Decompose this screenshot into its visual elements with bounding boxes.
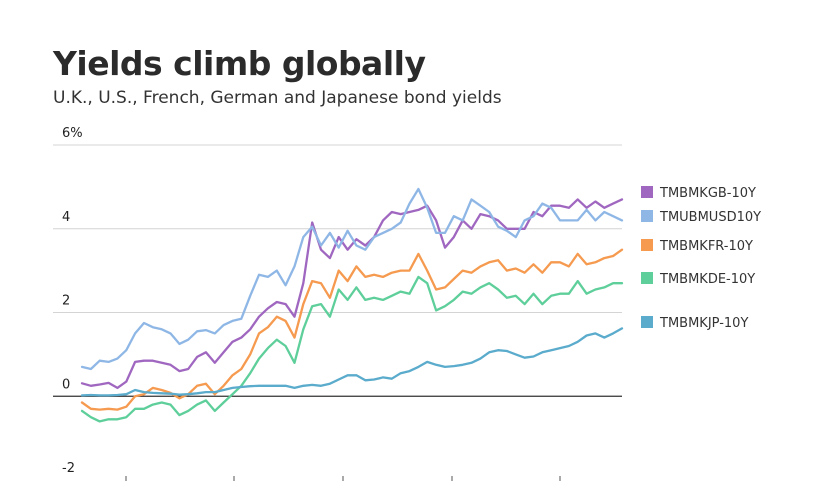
series-line-tmbmkgb-10y [80, 198, 624, 390]
y-axis-tick-labels: -2 0 2 4 6% [62, 126, 83, 476]
y-tick-label: -2 [62, 461, 75, 476]
legend-swatch [641, 239, 653, 251]
legend-label: TMBMKFR-10Y [659, 239, 753, 254]
chart-title: Yields climb globally [53, 44, 426, 83]
series-line-tmbmkjp-10y [80, 327, 624, 397]
legend-swatch [641, 210, 653, 222]
x-axis-ticks [125, 476, 561, 481]
legend-label: TMUBMUSD10Y [659, 210, 761, 225]
series-line-tmbmkde-10y [80, 275, 624, 423]
legend-swatch [641, 272, 653, 284]
chart-subtitle: U.K., U.S., French, German and Japanese … [53, 88, 502, 108]
grid-lines [53, 144, 622, 397]
series-lines [80, 187, 624, 423]
y-tick-label: 6% [62, 126, 83, 141]
legend-label: TMBMKDE-10Y [659, 272, 755, 287]
y-tick-label: 2 [62, 294, 70, 309]
legend-swatch [641, 316, 653, 328]
legend-label: TMBMKJP-10Y [659, 316, 748, 331]
legend: TMBMKGB-10Y TMUBMUSD10Y TMBMKFR-10Y TMBMKDE… [641, 186, 761, 331]
series-line-tmubmusd10y [80, 187, 624, 371]
y-tick-label: 4 [62, 210, 70, 225]
y-tick-label: 0 [62, 377, 70, 392]
legend-label: TMBMKGB-10Y [659, 186, 756, 201]
legend-swatch [641, 186, 653, 198]
